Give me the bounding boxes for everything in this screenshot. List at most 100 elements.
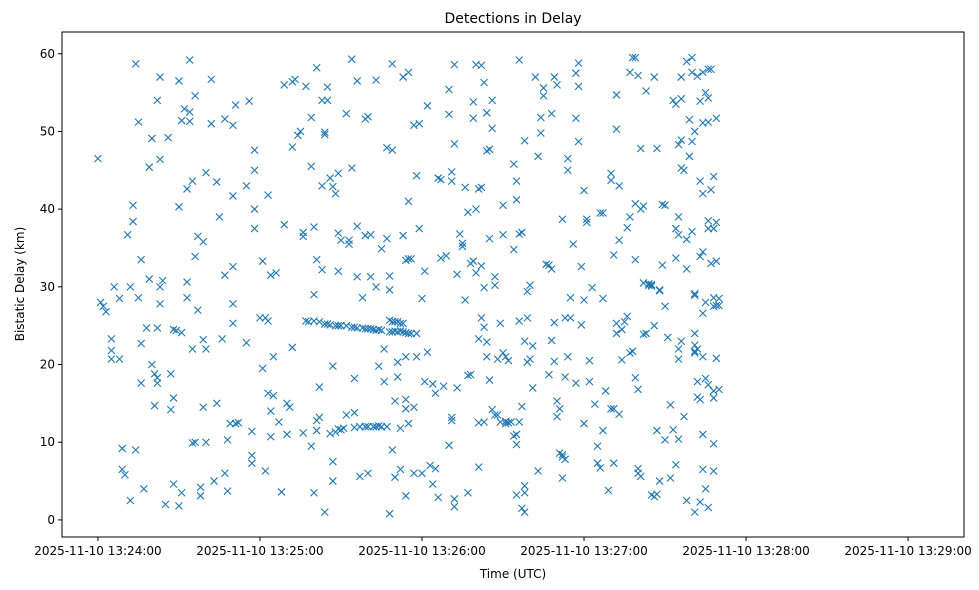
- data-point: [499, 348, 507, 357]
- data-point: [220, 271, 229, 280]
- data-point: [707, 259, 715, 268]
- data-point: [596, 463, 605, 472]
- data-point: [712, 354, 721, 363]
- plot-frame: [61, 31, 965, 538]
- data-point: [169, 325, 178, 334]
- data-point: [142, 324, 151, 332]
- data-point: [148, 360, 156, 369]
- data-point: [393, 373, 402, 381]
- data-point: [585, 356, 594, 365]
- data-point: [388, 146, 397, 154]
- data-point: [382, 234, 391, 243]
- data-point: [674, 213, 683, 221]
- data-point: [690, 508, 699, 517]
- data-point: [156, 155, 164, 164]
- y-tick-label: 0: [47, 513, 55, 527]
- data-point: [337, 236, 345, 245]
- data-point: [218, 334, 227, 343]
- data-point: [477, 314, 486, 322]
- data-point: [364, 112, 372, 121]
- data-point: [223, 487, 232, 496]
- data-point: [528, 341, 537, 350]
- data-point: [188, 177, 197, 186]
- data-point: [434, 493, 443, 502]
- data-point: [518, 228, 526, 237]
- data-point: [134, 118, 143, 127]
- data-point: [202, 168, 210, 177]
- data-point: [526, 281, 534, 290]
- data-point: [626, 213, 634, 221]
- data-point: [409, 469, 418, 478]
- data-point: [682, 57, 691, 66]
- data-point: [121, 470, 129, 479]
- data-point: [512, 440, 521, 449]
- data-point: [569, 240, 578, 248]
- data-point: [690, 341, 699, 349]
- data-point: [404, 68, 413, 77]
- data-point: [580, 296, 588, 304]
- data-point: [550, 318, 559, 327]
- data-point: [320, 128, 329, 137]
- data-point: [612, 319, 621, 328]
- data-point: [466, 370, 475, 379]
- data-point: [380, 377, 389, 386]
- data-point: [409, 403, 418, 412]
- data-point: [423, 101, 432, 110]
- data-points: [94, 53, 723, 518]
- data-point: [464, 488, 472, 497]
- data-point: [318, 265, 326, 274]
- data-point: [110, 282, 119, 291]
- data-point: [574, 82, 583, 91]
- x-tick-label: 2025-11-10 13:24:00: [34, 544, 161, 558]
- data-point: [596, 209, 605, 217]
- data-point: [399, 231, 407, 240]
- data-point: [472, 205, 480, 214]
- data-point: [212, 178, 221, 186]
- data-point: [229, 262, 237, 271]
- data-point: [709, 172, 718, 181]
- data-point: [412, 329, 421, 338]
- data-point: [628, 53, 637, 62]
- data-point: [609, 251, 618, 259]
- data-point: [137, 255, 146, 264]
- data-point: [485, 234, 494, 243]
- data-point: [507, 418, 515, 426]
- data-point: [280, 220, 289, 229]
- data-point: [501, 419, 510, 428]
- data-point: [688, 53, 696, 62]
- data-point: [272, 268, 281, 277]
- data-point: [558, 474, 567, 482]
- data-point: [164, 133, 173, 142]
- data-point: [342, 321, 351, 330]
- data-point: [328, 362, 337, 370]
- data-point: [212, 399, 221, 408]
- data-point: [385, 509, 394, 518]
- data-point: [156, 300, 164, 308]
- data-point: [137, 379, 146, 388]
- x-axis-label: Time (UTC): [479, 567, 546, 581]
- data-point: [688, 227, 696, 236]
- data-point: [183, 278, 191, 287]
- y-tick-label: 30: [40, 280, 55, 294]
- data-point: [196, 491, 205, 500]
- data-point: [712, 257, 721, 266]
- data-point: [396, 327, 405, 336]
- data-point: [693, 72, 702, 81]
- data-point: [328, 182, 337, 191]
- data-point: [199, 403, 208, 412]
- data-point: [550, 357, 559, 366]
- data-point: [558, 450, 567, 459]
- data-point: [688, 68, 696, 77]
- data-point: [488, 96, 497, 105]
- data-point: [366, 272, 375, 281]
- data-point: [450, 502, 459, 511]
- data-point: [264, 317, 272, 325]
- data-point: [704, 380, 713, 389]
- data-point: [515, 418, 524, 426]
- data-point: [412, 171, 421, 180]
- data-point: [488, 124, 497, 133]
- data-point: [585, 377, 594, 386]
- data-point: [202, 438, 210, 447]
- data-point: [193, 306, 202, 315]
